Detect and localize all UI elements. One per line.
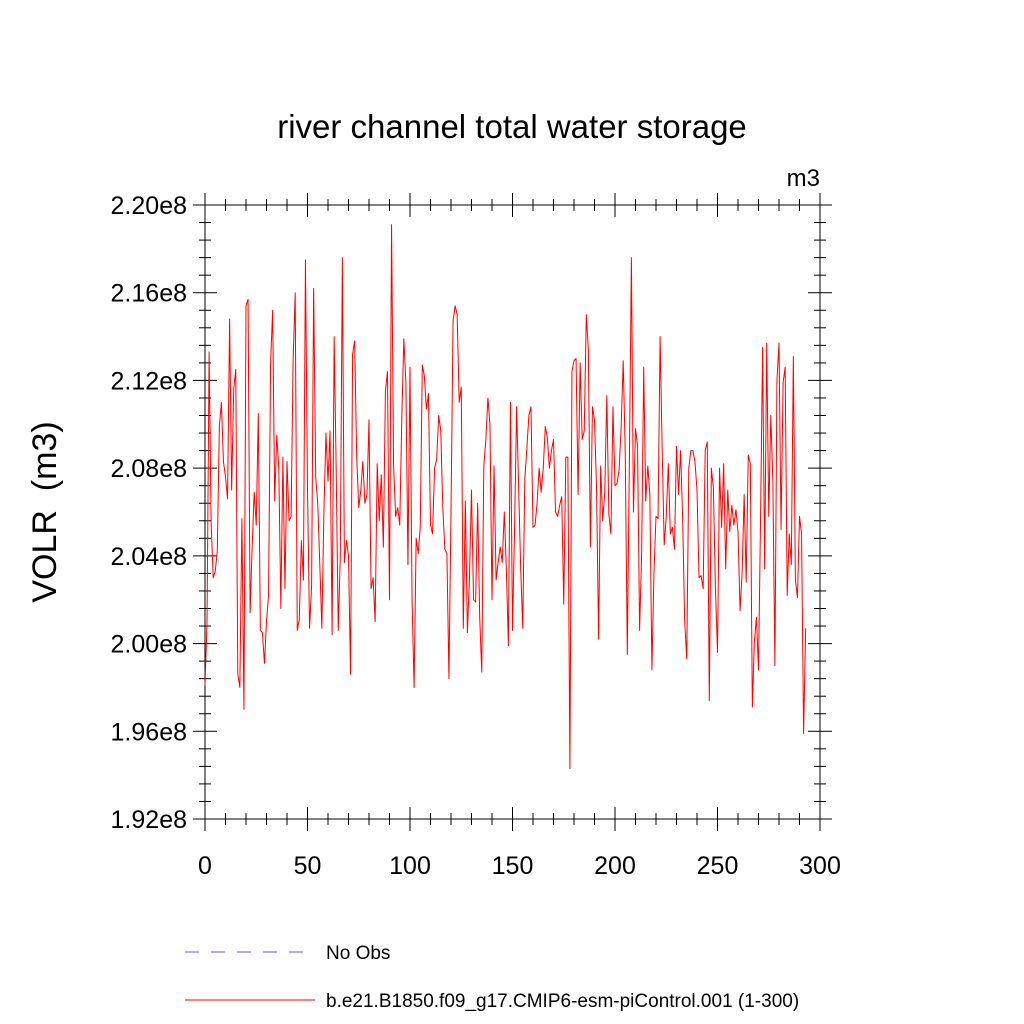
series-layer [204, 224, 807, 770]
y-tick-label: 2.04e8 [111, 543, 187, 571]
legend-label-model-run: b.e21.B1850.f09_g17.CMIP6-esm-piControl.… [326, 991, 799, 1012]
x-tick-label: 0 [198, 852, 212, 880]
legend-label-no-obs: No Obs [326, 943, 390, 964]
x-tick-label: 100 [389, 852, 431, 880]
x-tick-label: 200 [594, 852, 636, 880]
y-tick-label: 1.96e8 [111, 718, 187, 746]
units-label: m3 [787, 165, 820, 192]
x-axis: 0 50 100 150 200 250 300 [198, 193, 841, 880]
y-tick-label: 1.92e8 [111, 806, 187, 834]
legend: No Obs b.e21.B1850.f09_g17.CMIP6-esm-piC… [185, 943, 799, 1012]
y-tick-label: 2.16e8 [111, 280, 187, 308]
chart-title: river channel total water storage [277, 108, 747, 145]
y-tick-label: 2.08e8 [111, 455, 187, 483]
y-tick-label: 2.20e8 [111, 192, 187, 220]
y-tick-label: 2.12e8 [111, 367, 187, 395]
y-tick-label: 2.00e8 [111, 631, 187, 659]
plot-frame [204, 204, 821, 820]
y-axis: 1.92e8 1.96e8 2.00e8 2.04e8 2.08e8 2.12e8 2.16… [111, 192, 832, 834]
y-axis-label: VOLR (m3) [26, 421, 64, 602]
x-tick-label: 300 [799, 852, 841, 880]
x-tick-label: 250 [697, 852, 739, 880]
series-line-1 [204, 224, 807, 770]
x-tick-label: 150 [492, 852, 534, 880]
x-tick-label: 50 [294, 852, 322, 880]
